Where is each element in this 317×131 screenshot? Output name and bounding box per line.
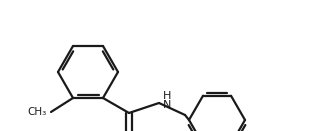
Text: CH₃: CH₃ (28, 107, 47, 117)
Text: H: H (163, 91, 171, 101)
Text: N: N (163, 100, 171, 110)
